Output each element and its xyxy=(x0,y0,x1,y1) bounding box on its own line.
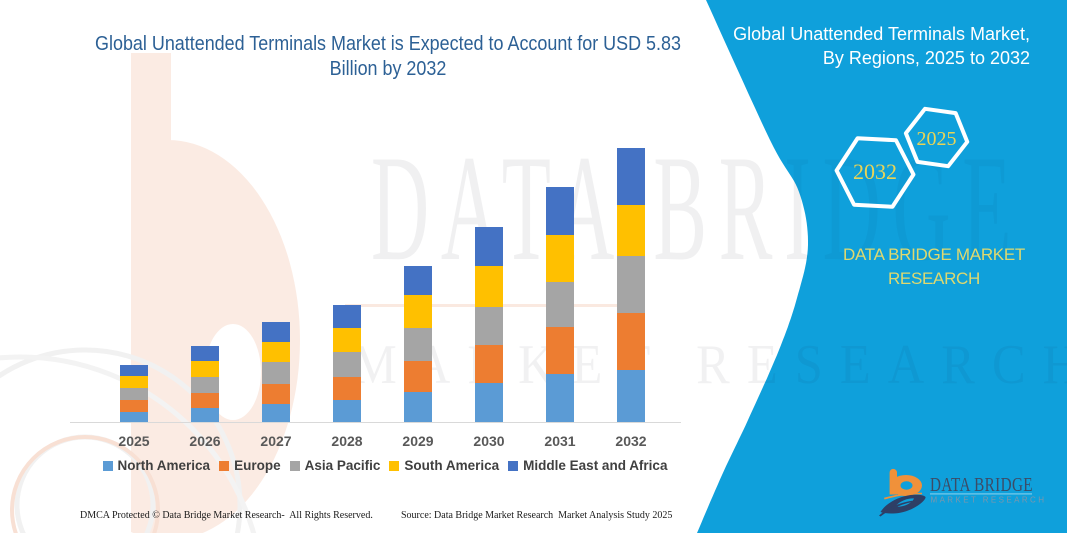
svg-text:MARKET RESEARCH: MARKET RESEARCH xyxy=(931,496,1047,505)
svg-text:DATA BRIDGE: DATA BRIDGE xyxy=(930,473,1033,496)
svg-text:2025: 2025 xyxy=(917,128,957,150)
svg-text:DATA BRIDGE: DATA BRIDGE xyxy=(371,125,1023,292)
svg-text:2032: 2032 xyxy=(853,159,897,184)
